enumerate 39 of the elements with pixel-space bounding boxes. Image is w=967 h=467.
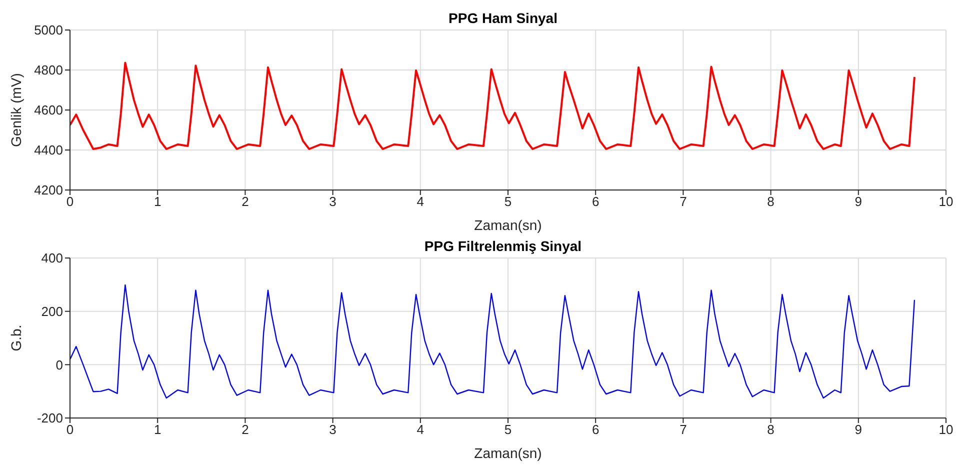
chart-title: PPG Filtrelenmiş Sinyal <box>423 238 583 254</box>
x-tick-label: 0 <box>66 422 74 438</box>
y-axis-title: Genlik (mV) <box>8 73 24 147</box>
x-tick-label: 1 <box>154 194 162 210</box>
y-axis-title: G.b. <box>8 324 24 352</box>
y-tick-label: 400 <box>41 250 63 266</box>
x-axis-title: Zaman(sn) <box>474 445 542 461</box>
x-tick-label: 0 <box>66 194 74 210</box>
x-tick-label: 8 <box>767 194 774 210</box>
x-tick-label: 3 <box>329 194 336 210</box>
y-tick-label: -200 <box>36 410 63 426</box>
y-tick-label: 200 <box>41 304 63 319</box>
x-tick-label: 1 <box>154 422 162 438</box>
x-tick-label: 9 <box>854 194 862 210</box>
x-tick-label: 5 <box>504 422 512 438</box>
x-tick-label: 6 <box>592 194 600 210</box>
x-tick-label: 2 <box>242 194 249 210</box>
x-tick-label: 10 <box>938 194 954 210</box>
x-tick-label: 6 <box>592 422 600 438</box>
x-tick-label: 2 <box>242 422 249 438</box>
x-tick-label: 7 <box>680 194 687 210</box>
x-axis-title: Zaman(sn) <box>474 217 542 233</box>
y-tick-label: 0 <box>56 357 63 372</box>
y-tick-label: 4400 <box>34 142 63 158</box>
y-tick-label: 4800 <box>34 62 63 78</box>
line-series <box>70 62 916 150</box>
x-tick-label: 7 <box>680 422 687 438</box>
line-series <box>70 284 916 399</box>
x-tick-label: 10 <box>938 422 954 438</box>
y-tick-label: 4200 <box>34 182 63 198</box>
x-tick-label: 5 <box>504 194 512 210</box>
x-tick-label: 8 <box>767 422 774 438</box>
y-tick-label: 5000 <box>34 22 63 38</box>
x-tick-label: 3 <box>329 422 336 438</box>
x-tick-label: 9 <box>854 422 862 438</box>
x-tick-label: 4 <box>416 194 424 210</box>
x-tick-label: 4 <box>416 422 424 438</box>
chart-title: PPG Ham Sinyal <box>448 10 558 26</box>
y-tick-label: 4600 <box>34 102 63 118</box>
